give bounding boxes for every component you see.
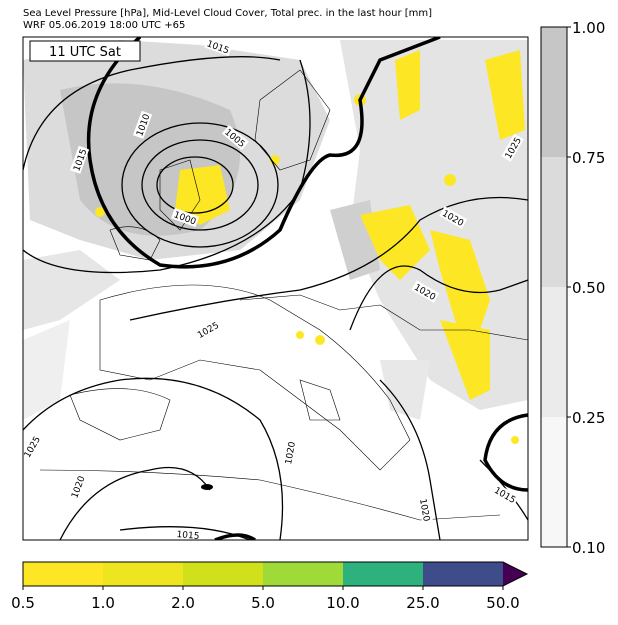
precip-tick-label: 0.5	[11, 594, 35, 612]
contour-label-bg	[174, 527, 202, 540]
precip-tick-label: 5.0	[251, 594, 275, 612]
time-label: 11 UTC Sat	[49, 45, 121, 60]
contour-label-bg	[411, 280, 440, 303]
contour-label-bg	[204, 37, 233, 57]
contour-label-bg	[193, 318, 222, 341]
contour-label-bg	[67, 472, 88, 501]
contour-label-bg	[171, 207, 200, 228]
precip-tick-label: 50.0	[486, 594, 519, 612]
cloud-colorbar	[540, 26, 568, 548]
contour-label: 1020	[417, 498, 431, 523]
subtitle: WRF 05.06.2019 18:00 UTC +65	[23, 20, 185, 31]
contour-label: 1015	[176, 530, 200, 542]
contour-label-bg	[221, 125, 249, 151]
cloud-tick-label: 1.00	[572, 19, 605, 37]
precip-tick-label: 1.0	[91, 594, 115, 612]
map-frame	[22, 36, 529, 541]
contour-label-bg	[23, 432, 43, 461]
contour-label-bg	[69, 145, 90, 174]
time-box	[29, 40, 141, 62]
contour-label-bg	[417, 496, 434, 524]
cloud-tick-label: 0.75	[572, 149, 605, 167]
precip-colorbar	[22, 561, 529, 587]
cloud-tick-label: 0.10	[572, 539, 605, 557]
precip-tick-label: 25.0	[406, 594, 439, 612]
title: Sea Level Pressure [hPa], Mid-Level Clou…	[23, 8, 432, 19]
precip-tick-label: 10.0	[326, 594, 359, 612]
contour-label-bg	[439, 206, 468, 229]
contour-label-bg	[491, 483, 520, 506]
cloud-tick-label: 0.25	[572, 409, 605, 427]
precip-tick-label: 2.0	[171, 594, 195, 612]
cloud-tick-label: 0.50	[572, 279, 605, 297]
contour-label-bg	[132, 110, 153, 139]
contour-label-bg	[501, 133, 524, 162]
contour-label-bg	[281, 439, 298, 467]
contour-label: 1020	[284, 441, 298, 466]
